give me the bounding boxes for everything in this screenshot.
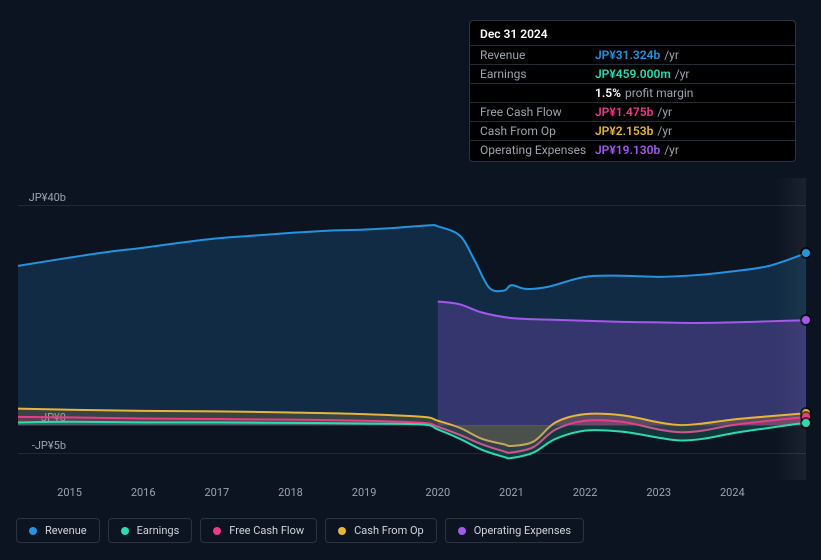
tooltip-row-value: JP¥459.000m — [595, 67, 671, 81]
chart-plot-area[interactable] — [18, 178, 806, 480]
tooltip-row-value: JP¥19.130b — [595, 143, 660, 157]
legend-label: Cash From Op — [354, 524, 424, 537]
x-axis-label: 2019 — [352, 486, 377, 499]
x-axis-label: 2021 — [499, 486, 524, 499]
legend-dot — [121, 527, 129, 535]
tooltip-row-unit: /yr — [664, 48, 679, 62]
tooltip-row: EarningsJP¥459.000m/yr — [470, 64, 795, 83]
tooltip-row-value: JP¥31.324b — [595, 48, 660, 62]
tooltip-row-label: Revenue — [480, 48, 595, 62]
legend-item-free-cash-flow[interactable]: Free Cash Flow — [200, 518, 317, 543]
tooltip-row: Cash From OpJP¥2.153b/yr — [470, 121, 795, 140]
legend-label: Operating Expenses — [474, 524, 571, 537]
tooltip-row-label: Cash From Op — [480, 124, 595, 138]
legend-dot — [213, 527, 221, 535]
chart-tooltip: Dec 31 2024 RevenueJP¥31.324b/yrEarnings… — [469, 20, 796, 162]
tooltip-row-unit: /yr — [657, 105, 672, 119]
x-axis-label: 2024 — [720, 486, 745, 499]
legend-item-revenue[interactable]: Revenue — [16, 518, 100, 543]
legend-dot — [338, 527, 346, 535]
tooltip-row-label: Free Cash Flow — [480, 105, 595, 119]
legend-label: Free Cash Flow — [229, 524, 304, 537]
tooltip-row-value: JP¥2.153b — [595, 124, 653, 138]
legend-dot — [458, 527, 466, 535]
tooltip-row: Free Cash FlowJP¥1.475b/yr — [470, 102, 795, 121]
tooltip-row-unit: /yr — [657, 124, 672, 138]
series-end-dot-earnings — [802, 419, 810, 427]
tooltip-row-label: Earnings — [480, 67, 595, 81]
tooltip-date: Dec 31 2024 — [470, 23, 795, 45]
legend-item-cash-from-op[interactable]: Cash From Op — [325, 518, 437, 543]
x-axis-label: 2020 — [425, 486, 450, 499]
tooltip-row-label: Operating Expenses — [480, 143, 595, 157]
tooltip-row-unit: /yr — [675, 67, 690, 81]
x-axis-label: 2022 — [573, 486, 598, 499]
tooltip-row-value: 1.5% — [595, 86, 621, 100]
series-end-dot-opex — [802, 316, 810, 324]
tooltip-row: RevenueJP¥31.324b/yr — [470, 45, 795, 64]
x-axis-label: 2018 — [278, 486, 303, 499]
tooltip-row: Operating ExpensesJP¥19.130b/yr — [470, 140, 795, 159]
legend-dot — [29, 527, 37, 535]
x-axis-label: 2015 — [57, 486, 82, 499]
legend-label: Revenue — [45, 524, 87, 537]
chart-legend: Revenue Earnings Free Cash Flow Cash From O… — [16, 518, 584, 543]
x-axis-label: 2023 — [646, 486, 671, 499]
tooltip-row-unit: /yr — [664, 143, 679, 157]
series-end-dot-revenue — [802, 249, 810, 257]
tooltip-row: 1.5% profit margin — [470, 83, 795, 102]
tooltip-row-value: JP¥1.475b — [595, 105, 653, 119]
legend-item-earnings[interactable]: Earnings — [108, 518, 193, 543]
tooltip-row-unit: profit margin — [625, 86, 693, 100]
legend-label: Earnings — [137, 524, 180, 537]
x-axis-label: 2017 — [204, 486, 229, 499]
x-axis-label: 2016 — [131, 486, 156, 499]
legend-item-operating-expenses[interactable]: Operating Expenses — [445, 518, 584, 543]
